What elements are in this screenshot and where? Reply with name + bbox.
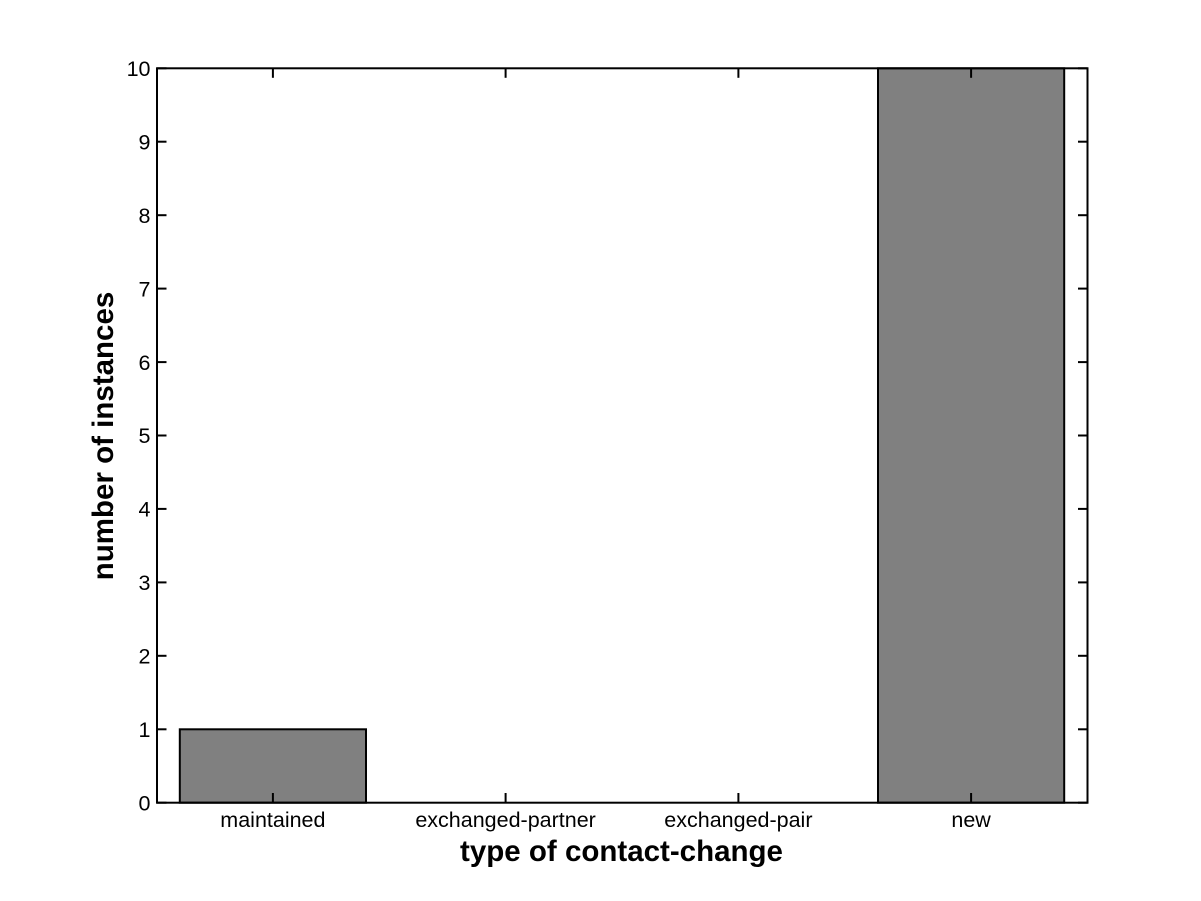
svg-text:10: 10	[127, 57, 151, 81]
svg-text:maintained: maintained	[220, 808, 325, 832]
svg-text:number of instances: number of instances	[87, 292, 120, 581]
svg-text:2: 2	[139, 645, 151, 669]
svg-text:4: 4	[139, 498, 151, 522]
svg-text:5: 5	[139, 424, 151, 448]
svg-text:1: 1	[139, 718, 151, 742]
svg-text:3: 3	[139, 571, 151, 595]
svg-text:new: new	[951, 808, 991, 832]
svg-text:7: 7	[139, 277, 151, 301]
svg-text:exchanged-partner: exchanged-partner	[415, 808, 595, 832]
svg-text:6: 6	[139, 351, 151, 375]
svg-text:exchanged-pair: exchanged-pair	[664, 808, 812, 832]
svg-text:0: 0	[139, 791, 151, 815]
svg-text:8: 8	[139, 204, 151, 228]
svg-text:9: 9	[139, 130, 151, 154]
svg-text:type of contact-change: type of contact-change	[460, 835, 783, 868]
